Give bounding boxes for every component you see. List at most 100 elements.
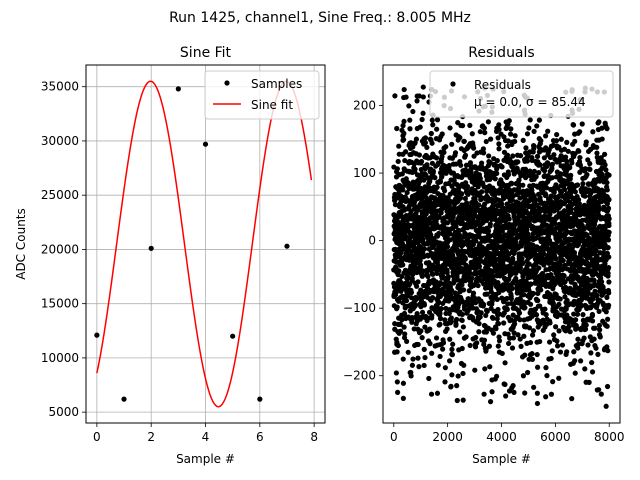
residual-point (422, 140, 428, 146)
residual-point (449, 372, 455, 378)
residual-point (446, 162, 452, 169)
residual-point (429, 140, 435, 146)
residual-point (580, 181, 586, 187)
residual-point (582, 193, 588, 199)
residual-point (437, 179, 444, 185)
residual-point (604, 180, 610, 186)
residual-point (520, 137, 526, 143)
residuals-y-tick-label: −100 (343, 301, 376, 315)
residual-point (429, 295, 436, 301)
residual-point (472, 300, 479, 306)
residual-point (529, 187, 535, 194)
residual-point (507, 335, 513, 341)
residual-point (435, 299, 442, 305)
residual-point (467, 342, 473, 349)
residual-point (401, 86, 407, 93)
residual-point (516, 310, 523, 316)
residual-point (412, 166, 418, 172)
residual-point (496, 289, 502, 296)
residual-point (475, 282, 481, 289)
residual-point (439, 153, 445, 160)
residual-point (437, 353, 443, 360)
residual-point (410, 271, 416, 278)
residual-point (582, 366, 588, 372)
residual-point (421, 177, 427, 183)
residual-point (439, 131, 445, 137)
residual-point (558, 136, 564, 142)
residual-point (417, 262, 424, 268)
residual-point (415, 355, 421, 361)
residual-point (419, 335, 425, 341)
residual-point (495, 321, 502, 327)
residual-point (564, 349, 570, 355)
sine-fit-y-tick-label: 25000 (41, 188, 79, 202)
residual-point (571, 228, 577, 234)
residual-point (442, 263, 448, 269)
residual-point (494, 316, 500, 322)
residual-point (523, 145, 529, 151)
residual-point (604, 187, 610, 193)
residual-point (543, 192, 549, 198)
residual-point (531, 384, 537, 390)
residual-point (514, 268, 520, 274)
residual-point (428, 391, 435, 397)
residual-point (485, 228, 492, 234)
residuals-y-tick-label: 200 (353, 99, 376, 113)
residual-point (480, 146, 486, 152)
residual-point (483, 312, 489, 319)
residual-point (481, 337, 488, 343)
residual-point (522, 352, 528, 358)
residual-point (443, 144, 449, 150)
residual-point (418, 158, 425, 165)
residuals-x-tick-label: 4000 (486, 430, 517, 444)
residual-point (395, 389, 401, 395)
residual-point (604, 323, 610, 329)
residual-point (606, 229, 612, 235)
residual-point (494, 163, 500, 169)
residual-point (550, 275, 556, 281)
residual-point (487, 399, 494, 405)
residual-point (495, 135, 501, 141)
residual-point (606, 216, 612, 222)
residual-point (606, 222, 612, 229)
residual-point (516, 177, 522, 183)
residual-point (460, 397, 466, 403)
residual-point (464, 183, 471, 190)
residual-point (400, 123, 406, 129)
residual-point (526, 325, 533, 331)
residual-point (402, 331, 408, 337)
residual-point (401, 324, 407, 330)
residual-point (561, 208, 568, 214)
sine-fit-x-tick-label: 0 (93, 430, 101, 444)
residual-point (410, 356, 416, 362)
residual-point (584, 203, 590, 209)
residual-point (528, 281, 534, 287)
residuals-x-tick-label: 0 (390, 430, 398, 444)
residual-point (482, 130, 488, 136)
residual-point (407, 117, 413, 123)
residual-point (555, 312, 561, 318)
residual-point (457, 329, 463, 335)
sine-fit-y-ticks: 5000 10000 15000 20000 25000 30000 35000 (41, 80, 86, 419)
residual-point (549, 175, 555, 181)
residual-point (551, 189, 557, 195)
residual-point (569, 160, 575, 166)
residual-point (598, 391, 604, 397)
residual-point (572, 138, 578, 144)
residual-point (433, 279, 439, 285)
legend-residuals-marker (450, 81, 456, 87)
residual-point (458, 162, 464, 168)
residual-point (424, 269, 430, 275)
residual-point (547, 320, 553, 326)
residual-point (405, 349, 411, 355)
residual-point (584, 172, 590, 178)
residuals-xlabel: Sample # (472, 452, 531, 466)
sine-fit-ylabel: ADC Counts (14, 208, 28, 280)
residual-point (597, 334, 603, 340)
residual-point (471, 145, 477, 151)
residual-point (454, 383, 460, 389)
residual-point (499, 164, 505, 170)
residual-point (460, 370, 466, 377)
residual-point (603, 403, 609, 409)
residual-point (434, 126, 440, 132)
